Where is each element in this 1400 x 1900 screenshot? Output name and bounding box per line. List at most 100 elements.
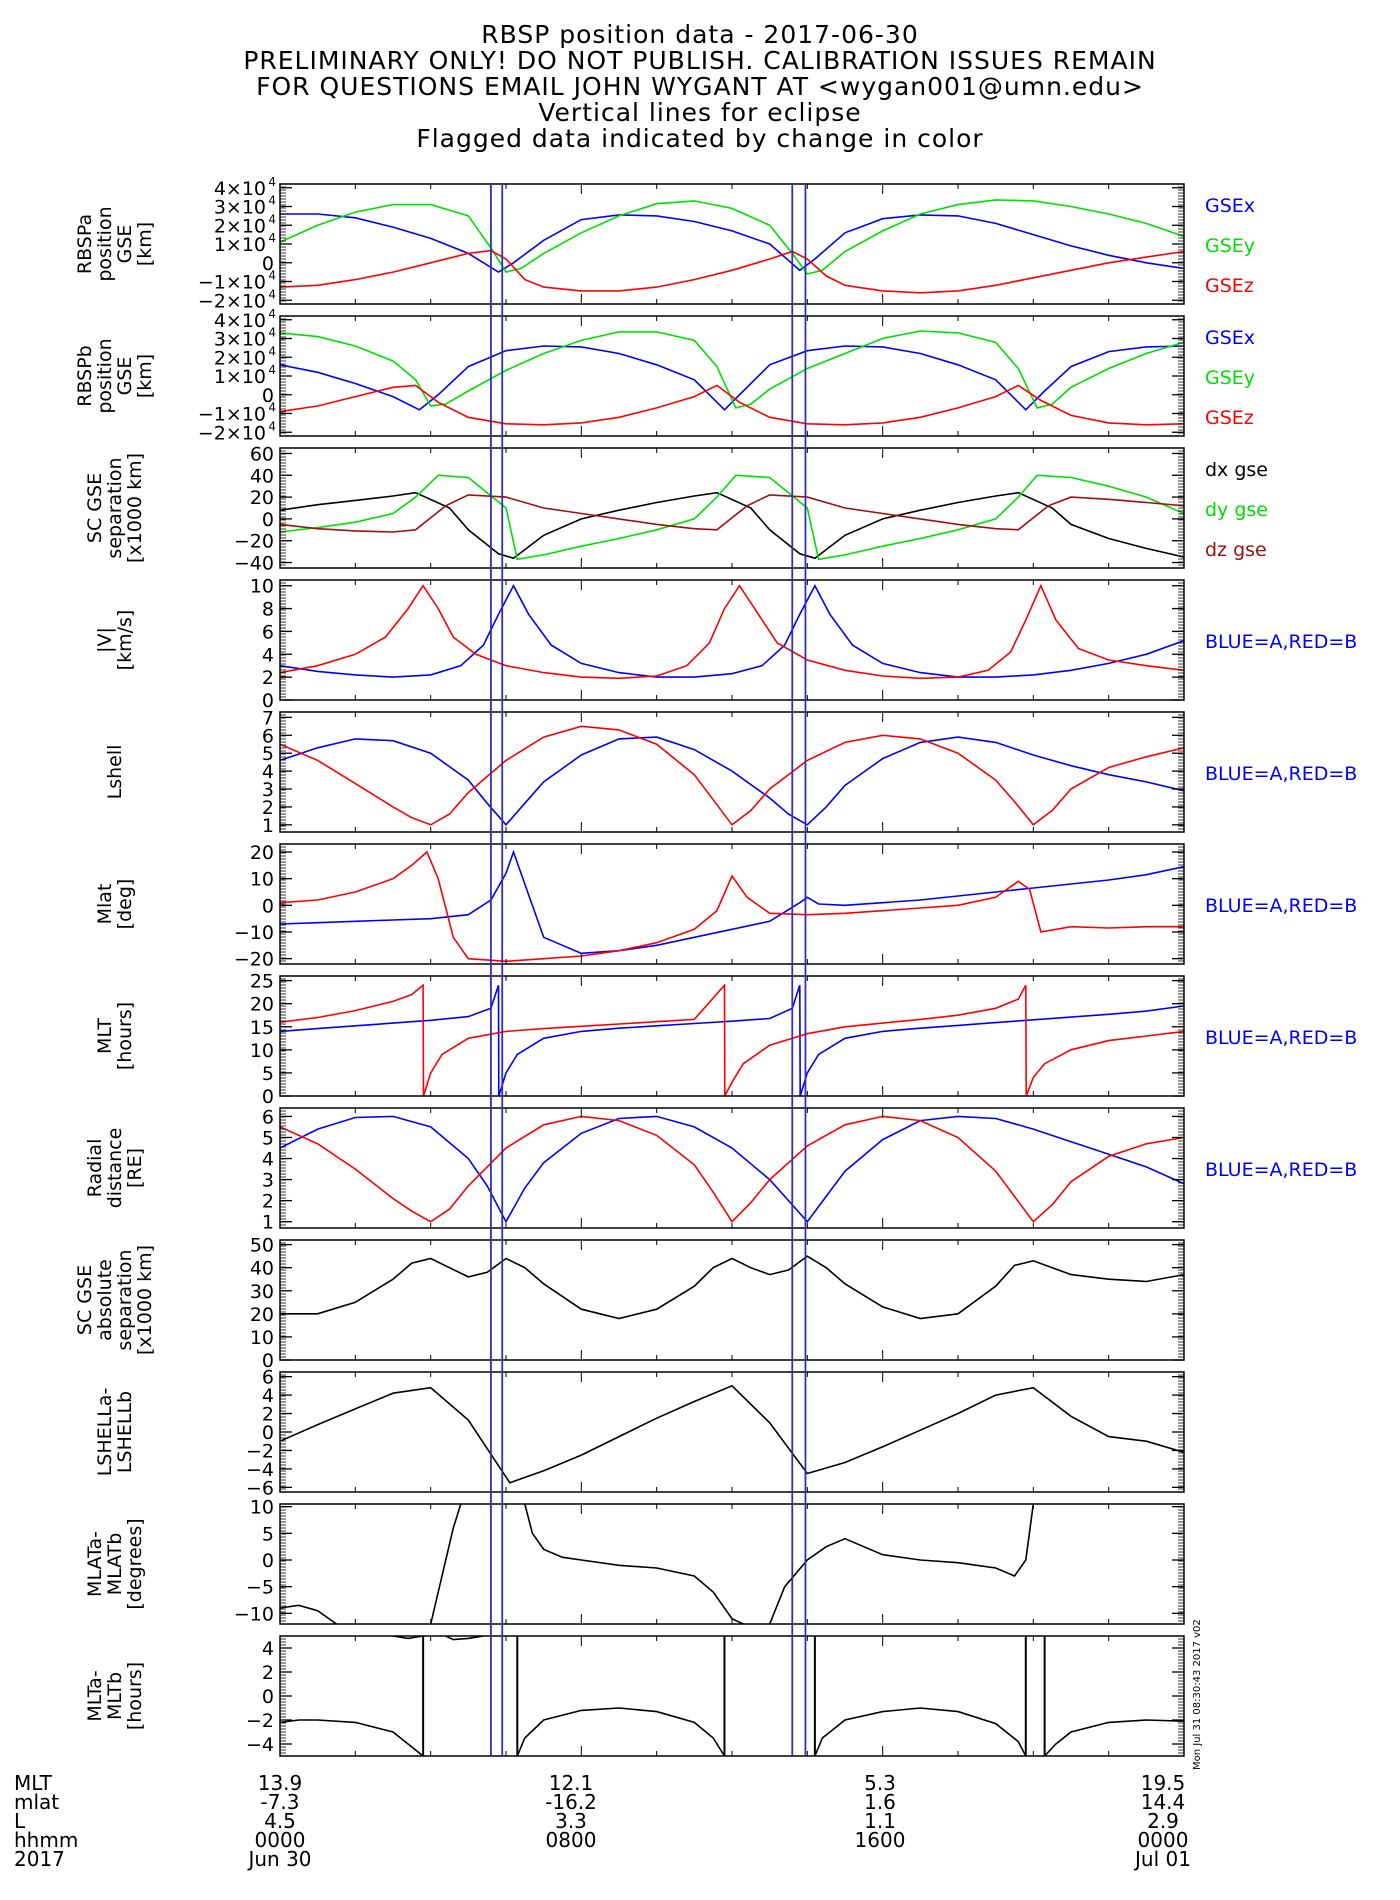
ytick-label-abs-separation-1: 40	[250, 1258, 274, 1280]
ylabel-line: [x1000 km]	[124, 453, 146, 563]
ylabel-line: separation	[104, 457, 126, 558]
ylabel-velocity: |V|[km/s]	[94, 610, 136, 671]
series-mlat-diff-diff-c	[524, 1504, 744, 1624]
ytick-label-mlat-diff-3: −5	[246, 1577, 274, 1599]
ytick-label-mlt-diff-0: 4	[262, 1638, 274, 1660]
ytick-label-sc-separation-4: −20	[234, 531, 274, 553]
ytick-label-mlat-2: 0	[262, 895, 274, 917]
series-mlt-diff-diff-c	[814, 1707, 1027, 1756]
ytick-exp-rbspa-gse-5: 4	[268, 269, 276, 283]
ytick-label-velocity-4: 2	[262, 667, 274, 689]
ylabel-abs-separation: SC GSEabsoluteseparation[x1000 km]	[74, 1245, 156, 1355]
ylabel-line: SC GSE	[84, 473, 106, 543]
ytick-label-mlat-1: 10	[250, 869, 274, 891]
ytick-label-lshell-diff-2: 2	[262, 1404, 274, 1426]
ytick-label-mlt-4: 5	[262, 1063, 274, 1085]
ylabel-line: Lshell	[104, 745, 126, 800]
ytick-label-radial-0: 6	[262, 1106, 274, 1128]
ylabel-mlat: Mlat[deg]	[94, 879, 136, 930]
ytick-exp-rbspb-gse-5: 4	[268, 401, 276, 415]
ytick-label-rbspa-gse-1: 3×10	[214, 197, 266, 219]
ylabel-mlat-diff: MLATa-MLATb[degrees]	[84, 1518, 146, 1609]
title-line-3: FOR QUESTIONS EMAIL JOHN WYGANT AT <wyga…	[256, 72, 1144, 101]
ytick-exp-rbspa-gse-6: 4	[268, 287, 276, 301]
ylabel-line: LSHELLb	[114, 1391, 136, 1473]
legend-rbspb-gse-0: GSEx	[1205, 327, 1255, 349]
ytick-label-mlat-0: 20	[250, 842, 274, 864]
ytick-label-lshell-diff-6: −6	[246, 1477, 274, 1499]
panel-frame	[279, 1107, 1185, 1229]
legend-sc-separation-1: dy gse	[1205, 499, 1268, 521]
legend-rbspa-gse-2: GSEz	[1205, 275, 1254, 297]
legend-rbspa-gse-0: GSEx	[1205, 195, 1255, 217]
ytick-label-mlt-diff-4: −4	[246, 1734, 274, 1756]
panel-frame	[279, 1503, 1185, 1625]
ylabel-line: [x1000 km]	[134, 1245, 156, 1355]
ytick-label-mlt-0: 25	[250, 971, 274, 993]
series-radial-a	[280, 1115, 1184, 1224]
ytick-label-sc-separation-3: 0	[262, 509, 274, 531]
series-mlt-diff-top-b	[445, 1636, 484, 1641]
ylabel-rbspa-gse: RBSPapositionGSE[km]	[74, 206, 156, 281]
legend-rbspb-gse-2: GSEz	[1205, 407, 1254, 429]
ytick-label-velocity-2: 6	[262, 621, 274, 643]
ytick-label-mlat-4: −20	[234, 949, 274, 971]
ytick-exp-rbspb-gse-1: 4	[268, 326, 276, 340]
ytick-label-mlt-diff-1: 2	[262, 1662, 274, 1684]
series-mlat-diff-diff-b	[429, 1504, 462, 1624]
ytick-label-radial-5: 1	[262, 1212, 274, 1234]
legend-rbspb-gse-1: GSEy	[1205, 367, 1255, 389]
legend-lshell-0: BLUE=A,RED=B	[1205, 763, 1357, 785]
ytick-label-lshell-1: 6	[262, 725, 274, 747]
ylabel-line: MLTb	[104, 1672, 126, 1720]
ylabel-rbspb-gse: RBSPbpositionGSE[km]	[74, 338, 156, 413]
ytick-label-rbspb-gse-2: 2×10	[214, 347, 266, 369]
ylabel-line: absolute	[94, 1259, 116, 1341]
ytick-exp-rbspa-gse-0: 4	[268, 175, 276, 189]
ylabel-line: RBSPa	[74, 214, 96, 274]
series-lshell-a	[280, 736, 1184, 827]
panel-frame	[279, 975, 1185, 1097]
ytick-label-abs-separation-0: 50	[250, 1235, 274, 1257]
ytick-label-radial-1: 5	[262, 1127, 274, 1149]
ylabel-sc-separation: SC GSEseparation[x1000 km]	[84, 453, 146, 563]
ylabel-line: MLATb	[104, 1533, 126, 1596]
series-sc-separation-dx-gse	[280, 491, 1184, 560]
ytick-label-mlt-diff-2: 0	[262, 1686, 274, 1708]
ytick-label-rbspb-gse-4: 0	[262, 385, 274, 407]
series-rbspb-gse-gsey	[280, 330, 1184, 409]
ytick-label-lshell-4: 3	[262, 779, 274, 801]
series-velocity-b	[280, 583, 1184, 680]
ylabel-mlt: MLT[hours]	[94, 1002, 136, 1070]
ylabel-line: [hours]	[124, 1662, 146, 1730]
ytick-label-lshell-3: 4	[262, 761, 274, 783]
series-mlat-diff-diff-a	[280, 1604, 337, 1624]
series-abs-separation-separation	[280, 1255, 1184, 1320]
ytick-label-lshell-diff-3: 0	[262, 1422, 274, 1444]
series-mlt-a	[280, 984, 1184, 1096]
series-radial-b	[280, 1115, 1184, 1223]
title-line-5: Flagged data indicated by change in colo…	[416, 124, 984, 153]
ytick-label-velocity-1: 8	[262, 599, 274, 621]
ytick-label-rbspb-gse-5: −1×10	[198, 404, 266, 426]
series-rbspb-gse-gsez	[280, 384, 1184, 426]
ylabel-line: Radial	[84, 1139, 106, 1198]
ytick-label-lshell-diff-0: 6	[262, 1367, 274, 1389]
ytick-label-rbspa-gse-3: 1×10	[214, 234, 266, 256]
ytick-label-abs-separation-2: 30	[250, 1281, 274, 1303]
ylabel-line: RBSPb	[74, 345, 96, 406]
ylabel-line: [degrees]	[124, 1518, 146, 1609]
legend-velocity-0: BLUE=A,RED=B	[1205, 631, 1357, 653]
series-mlt-diff-diff-b	[516, 1707, 726, 1756]
series-sc-separation-dy-gse	[280, 474, 1184, 561]
ylabel-line: MLATa-	[84, 1531, 106, 1597]
series-mlt-diff-diff-d	[1044, 1719, 1184, 1756]
ytick-label-mlat-3: −10	[234, 922, 274, 944]
series-mlt-diff-diff-a	[280, 1719, 424, 1756]
ylabel-radial: Radialdistance[RE]	[84, 1128, 146, 1209]
series-mlat-diff-diff-d	[768, 1504, 1035, 1624]
